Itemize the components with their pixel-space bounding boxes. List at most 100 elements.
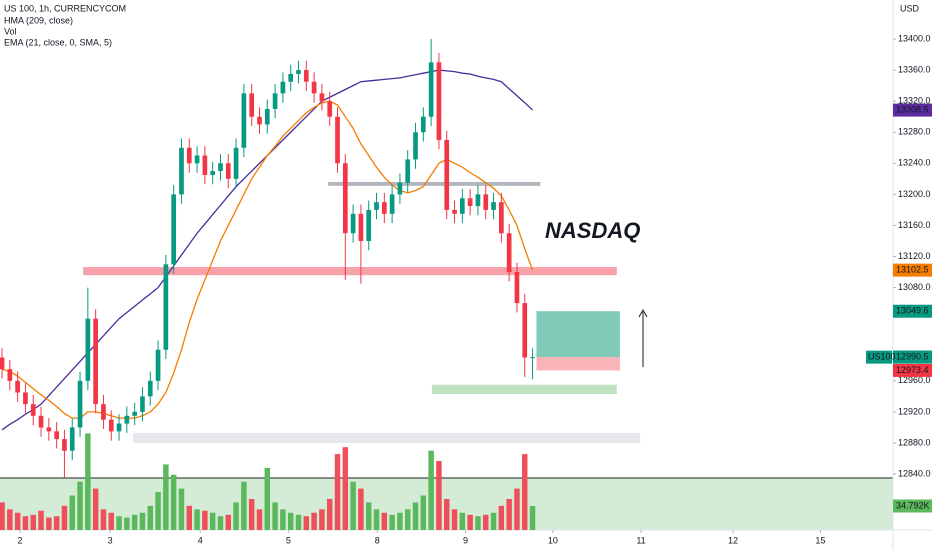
candle-body [186,147,192,164]
price-marker [893,103,932,117]
candle-body [327,101,333,117]
volume-bar [498,505,505,530]
volume-bar [0,502,5,530]
volume-bar [194,509,200,530]
x-tick-label: 3 [108,535,113,545]
y-tick-label: 13280.0 [898,127,931,137]
volume-bar [248,498,255,530]
candle-body [413,132,418,160]
volume-bar [30,514,36,530]
candle-body [257,116,262,125]
candle-body [335,116,340,164]
candle-body [249,93,255,117]
volume-bar [163,464,169,530]
candle-body [202,155,208,175]
price-marker-label: 12990.5 [896,352,929,362]
volume-bar [412,502,419,530]
candle-body [77,380,83,428]
volume-bar [444,498,450,530]
candle-body [311,81,317,94]
y-tick-label: 13120.0 [898,251,931,261]
x-tick-label: 10 [548,535,558,545]
zone [83,267,617,276]
candle-body [428,62,434,117]
volume-bar [217,516,224,530]
candle-body [272,93,278,109]
volume-marker [893,499,932,513]
candle-body [179,147,184,195]
volume-bar [53,516,60,530]
zone [536,356,620,371]
price-marker-label: 13049.6 [896,306,929,316]
volume-bar [529,505,536,530]
zone [431,384,617,395]
volume-bar [506,498,512,530]
candle-body [7,369,13,381]
volume-bar [155,492,161,530]
volume-bar [358,488,364,530]
volume-bar [272,502,278,530]
indicator-line [1,100,534,419]
candle-body [296,70,301,74]
legend-indicator: EMA (21, close, 0, SMA, 5) [4,37,112,47]
volume-bar [186,505,193,530]
candle-body [54,431,59,440]
x-tick-label: 5 [286,535,291,545]
volume-bar [147,505,153,530]
volume-bar [459,512,466,530]
volume-bar [131,514,138,530]
volume-bar [404,509,411,530]
zone [328,181,541,186]
x-tick-label: 4 [198,535,203,545]
price-marker-label: 13308.5 [896,104,929,114]
y-tick-label: 12960.0 [898,375,931,385]
candle-body [69,427,75,451]
volume-bar [311,512,317,530]
candle-body [405,159,411,183]
legend-indicator: Vol [4,26,17,36]
candle-body [85,318,91,381]
zone [536,311,620,357]
volume-bar [22,516,29,530]
volume-bar [295,514,302,530]
candle-body [210,171,216,175]
volume-bar [46,517,52,530]
candle-body [264,108,270,125]
volume-bar [178,488,185,530]
volume-bar [381,512,388,530]
volume-bar [365,502,372,530]
legend-title: US 100, 1h, CURRENCYCOM [4,3,126,13]
y-tick-label: 13080.0 [898,282,931,292]
x-tick-label: 12 [728,535,738,545]
candle-body [46,427,52,432]
y-tick-label: 13360.0 [898,64,931,74]
candle-body [101,404,106,420]
volume-bar [451,509,458,530]
volume-bar [287,512,294,530]
candle-body [350,213,356,234]
volume-bar [373,509,380,530]
price-marker [893,304,932,318]
volume-bar [202,510,208,530]
volume-bar [225,514,232,530]
volume-bar [514,488,520,530]
candle-body [108,419,114,432]
currency: USD [900,3,920,13]
volume-bar [334,454,341,530]
volume-bar [241,481,247,530]
symbol-tag [866,350,892,364]
volume-bar [483,514,489,530]
candle-body [436,62,442,140]
candle-body [38,415,44,428]
x-tick-label: 8 [375,535,380,545]
volume-bar [38,510,44,530]
volume-bar [209,512,216,530]
x-tick-label: 15 [815,535,825,545]
candle-body [483,194,489,210]
volume-bar [14,512,21,530]
y-tick-label: 13200.0 [898,189,931,199]
candle-body [163,264,169,350]
volume-bar [92,488,99,530]
volume-bar [7,509,13,530]
volume-bar [108,512,114,530]
